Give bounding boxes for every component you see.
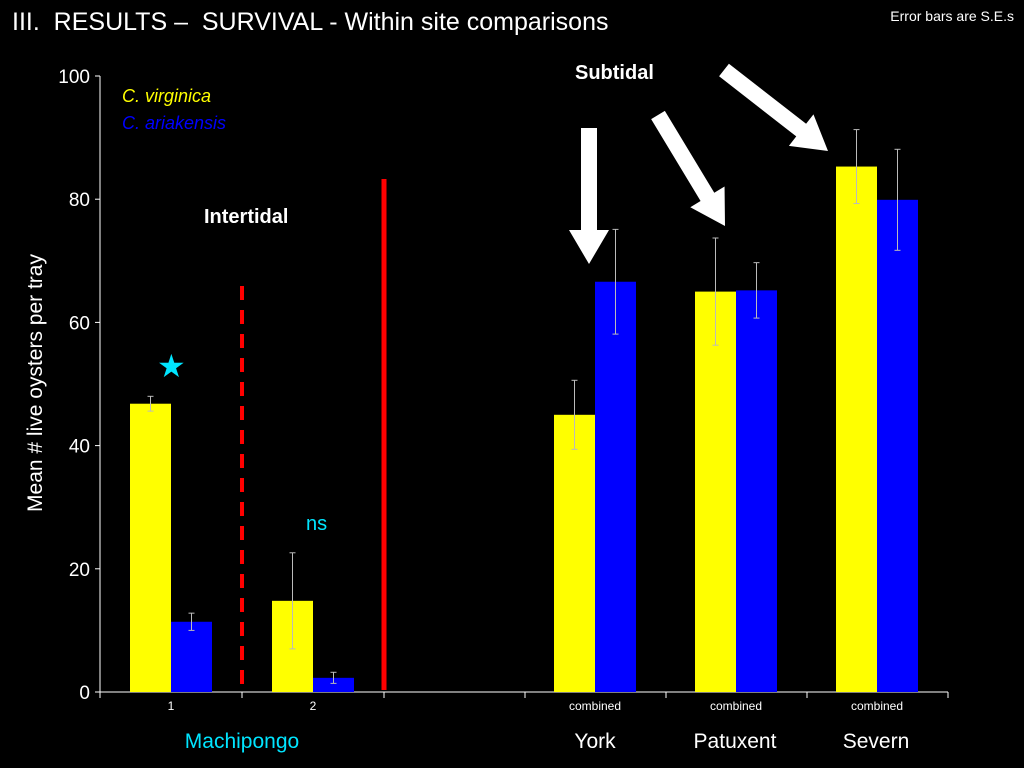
arrow-icon — [651, 110, 725, 226]
site-label-york: York — [574, 730, 616, 753]
error-bar — [753, 262, 760, 319]
arrow-icon — [569, 128, 609, 264]
error-bar — [330, 671, 337, 684]
legend-virginica: C. virginica — [122, 86, 212, 106]
ns-label: ns — [306, 513, 328, 535]
dividers — [240, 179, 387, 690]
error-bar — [612, 228, 619, 335]
error-bars — [147, 129, 901, 684]
x-tick-label: 1 — [168, 699, 175, 713]
y-axis: 0 20 40 60 80 100 — [58, 67, 101, 704]
y-axis-label: Mean # live oysters per tray — [24, 254, 47, 512]
bar-virginica — [554, 414, 595, 692]
y-tick-label: 60 — [69, 313, 90, 334]
site-label-patuxent: Patuxent — [693, 730, 777, 753]
arrows — [569, 63, 828, 264]
error-bar — [571, 379, 578, 450]
error-bar — [188, 612, 195, 631]
x-tick-label: 2 — [310, 699, 317, 713]
arrow-icon — [719, 63, 828, 152]
bar-ariakensis — [171, 621, 212, 692]
legend-ariakensis: C. ariakensis — [122, 113, 227, 133]
bar-virginica — [130, 403, 171, 692]
x-axis: 1 2 combined combined combined — [99, 691, 949, 713]
error-bar-note: Error bars are S.E.s — [890, 8, 1014, 24]
error-bar — [853, 129, 860, 205]
y-tick-label: 20 — [69, 560, 90, 581]
bar-ariakensis — [595, 281, 636, 692]
x-tick-label: combined — [710, 699, 762, 713]
intertidal-label: Intertidal — [204, 206, 289, 228]
y-tick-label: 40 — [69, 437, 90, 458]
y-tick-label: 100 — [58, 67, 90, 88]
bar-ariakensis — [736, 290, 777, 692]
y-tick-label: 0 — [79, 683, 90, 704]
slide-title: III. RESULTS – SURVIVAL - Within site co… — [12, 8, 609, 36]
x-tick-label: combined — [851, 699, 903, 713]
error-bar — [894, 148, 901, 251]
x-tick-label: combined — [569, 699, 621, 713]
bars — [130, 166, 918, 693]
subtidal-label: Subtidal — [575, 62, 654, 84]
site-label-machipongo: Machipongo — [184, 730, 300, 753]
error-bar — [712, 237, 719, 346]
bar-ariakensis — [877, 199, 918, 693]
bar-virginica — [836, 166, 877, 692]
star-icon: ★ — [157, 348, 186, 384]
bar-virginica — [695, 291, 736, 692]
error-bar — [147, 395, 154, 412]
y-tick-label: 80 — [69, 190, 90, 211]
site-label-severn: Severn — [842, 730, 910, 753]
bar-ariakensis — [313, 677, 354, 692]
error-bar — [289, 552, 296, 650]
